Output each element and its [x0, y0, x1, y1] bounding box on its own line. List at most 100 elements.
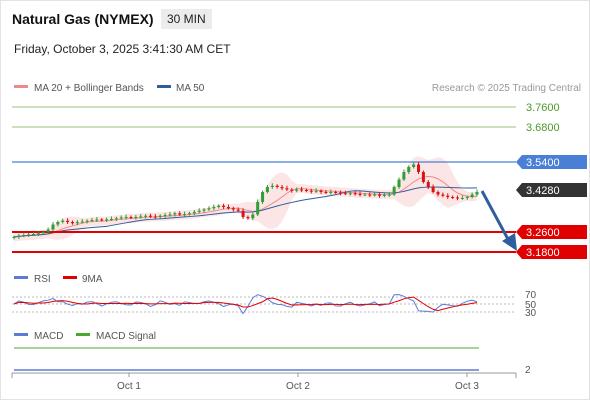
candle	[61, 218, 65, 224]
x-tick-label-oct1: Oct 1	[117, 381, 141, 392]
candle	[465, 195, 469, 200]
candle	[270, 183, 274, 189]
forecast-arrow	[480, 190, 517, 251]
candle	[241, 208, 245, 219]
candle	[392, 185, 396, 196]
candle	[85, 219, 89, 224]
ma20-legend-swatch	[14, 85, 28, 88]
candle	[343, 190, 347, 195]
candle	[251, 212, 255, 221]
rsi-ma-legend-label: 9MA	[82, 274, 103, 285]
ma20-legend-label: MA 20 + Bollinger Bands	[34, 83, 144, 94]
candle	[436, 190, 440, 197]
x-axis: Oct 1 Oct 2 Oct 3	[11, 372, 517, 392]
candle	[109, 216, 113, 221]
candle	[31, 232, 35, 236]
candle	[66, 218, 70, 224]
candle	[163, 213, 167, 218]
macd-signal-legend-label: MACD Signal	[96, 331, 156, 342]
candle	[475, 189, 479, 197]
candle	[402, 169, 406, 181]
candle	[358, 191, 362, 197]
candle	[178, 211, 182, 216]
rsi-legend-label: RSI	[34, 274, 51, 285]
rsi-70-label: 70	[525, 290, 537, 301]
candle	[148, 213, 152, 218]
bollinger-band-area	[14, 156, 477, 242]
rsi-30-label: 30	[525, 308, 537, 319]
candle	[378, 193, 382, 198]
instrument-title: Natural Gas (NYMEX)	[12, 11, 154, 27]
candle	[446, 193, 450, 199]
rsi-50-label: 50	[525, 300, 537, 311]
candle	[231, 206, 235, 212]
candle	[334, 190, 338, 194]
rsi-ma-legend-swatch	[63, 276, 77, 279]
candle	[192, 210, 196, 216]
candle	[373, 192, 377, 197]
candle	[363, 193, 367, 196]
candle	[158, 214, 162, 219]
bollinger-band	[14, 156, 477, 242]
candle	[329, 189, 333, 195]
candle	[382, 193, 386, 198]
candle	[129, 215, 133, 219]
price-levels	[12, 106, 516, 253]
candle	[368, 192, 372, 197]
candle	[202, 208, 206, 213]
candle	[285, 185, 289, 191]
candle	[265, 185, 269, 194]
candle	[222, 203, 226, 209]
candle	[168, 212, 172, 217]
candle	[197, 208, 201, 214]
candles	[12, 162, 479, 240]
candle	[226, 204, 230, 210]
candle	[173, 211, 177, 217]
candle	[139, 214, 143, 219]
candle	[256, 199, 260, 216]
level-tag-5	[516, 245, 587, 259]
candle	[421, 170, 425, 184]
candle	[412, 162, 416, 169]
candle	[417, 162, 421, 174]
x-tick-label-oct2: Oct 2	[286, 381, 310, 392]
candle	[80, 219, 84, 224]
candle	[41, 230, 45, 235]
ma50-line	[13, 186, 478, 238]
candle	[22, 232, 26, 238]
candle	[246, 215, 250, 220]
candle	[304, 188, 308, 193]
level-label-2: 3.5400	[526, 157, 560, 169]
candle	[397, 177, 401, 189]
candle	[144, 214, 148, 219]
candle	[17, 233, 21, 239]
candle	[153, 214, 157, 219]
level-tag-4	[516, 225, 587, 239]
candle	[134, 215, 138, 220]
level-label-4: 3.2600	[526, 227, 560, 239]
ma50-legend-swatch	[157, 85, 171, 88]
moving-averages	[13, 175, 478, 238]
candle	[124, 214, 128, 220]
candle	[12, 235, 16, 240]
ma20-line	[13, 175, 478, 238]
candle	[319, 189, 323, 194]
candle	[407, 165, 411, 174]
candle	[290, 188, 294, 193]
candle	[261, 190, 265, 204]
candle	[183, 211, 187, 217]
candle	[300, 187, 304, 192]
timeframe-badge[interactable]: 30 MIN	[161, 9, 212, 29]
macd-legend-swatch	[14, 333, 28, 336]
candle	[119, 215, 123, 220]
candle	[217, 204, 221, 209]
candle	[353, 191, 357, 196]
candle	[470, 192, 474, 199]
candle	[441, 192, 445, 198]
candle	[70, 220, 74, 225]
candle	[187, 211, 191, 216]
candle	[90, 218, 94, 223]
candle	[426, 180, 430, 189]
ma50-legend-label: MA 50	[176, 83, 205, 94]
